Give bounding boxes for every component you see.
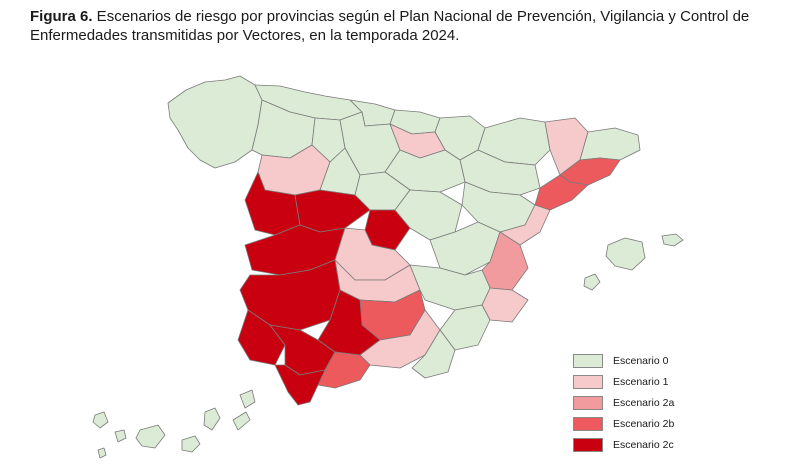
- map-legend: Escenario 0 Escenario 1 Escenario 2a Esc…: [573, 350, 683, 455]
- region-malaga: [317, 351, 371, 389]
- region-canarias-6: [232, 411, 251, 431]
- region-almeria: [411, 329, 456, 379]
- region-canarias-7: [239, 389, 256, 409]
- region-galicia: [167, 75, 263, 169]
- region-canarias-2: [114, 429, 127, 443]
- region-ibiza: [583, 273, 601, 291]
- legend-label: Escenario 2b: [613, 417, 675, 430]
- region-canarias-8: [97, 447, 107, 459]
- legend-label: Escenario 2c: [613, 438, 674, 451]
- region-canarias-3: [135, 424, 166, 449]
- region-mallorca: [605, 237, 646, 271]
- figure-caption: Figura 6. Escenarios de riesgo por provi…: [30, 7, 780, 45]
- legend-item-escenario-0: Escenario 0: [573, 350, 683, 371]
- region-albacete: [409, 264, 491, 311]
- region-guadalajara: [394, 189, 463, 241]
- legend-item-escenario-2a: Escenario 2a: [573, 392, 683, 413]
- figure-label: Figura 6.: [30, 8, 93, 25]
- legend-swatch: [573, 353, 603, 368]
- legend-label: Escenario 2a: [613, 396, 675, 409]
- legend-item-escenario-2c: Escenario 2c: [573, 434, 683, 455]
- legend-label: Escenario 1: [613, 375, 669, 388]
- legend-item-escenario-2b: Escenario 2b: [573, 413, 683, 434]
- figure-caption-text: Escenarios de riesgo por provincias segú…: [30, 8, 750, 44]
- region-cadiz: [274, 364, 326, 406]
- region-alicante: [481, 287, 529, 323]
- region-canarias-5: [203, 407, 221, 431]
- legend-swatch: [573, 395, 603, 410]
- legend-swatch: [573, 437, 603, 452]
- region-canarias-1: [92, 411, 109, 429]
- legend-swatch: [573, 416, 603, 431]
- region-girona: [579, 127, 641, 161]
- legend-item-escenario-1: Escenario 1: [573, 371, 683, 392]
- region-canarias-4: [181, 435, 201, 453]
- region-tarragona: [534, 174, 589, 211]
- legend-label: Escenario 0: [613, 354, 669, 367]
- region-menorca: [661, 233, 684, 247]
- legend-swatch: [573, 374, 603, 389]
